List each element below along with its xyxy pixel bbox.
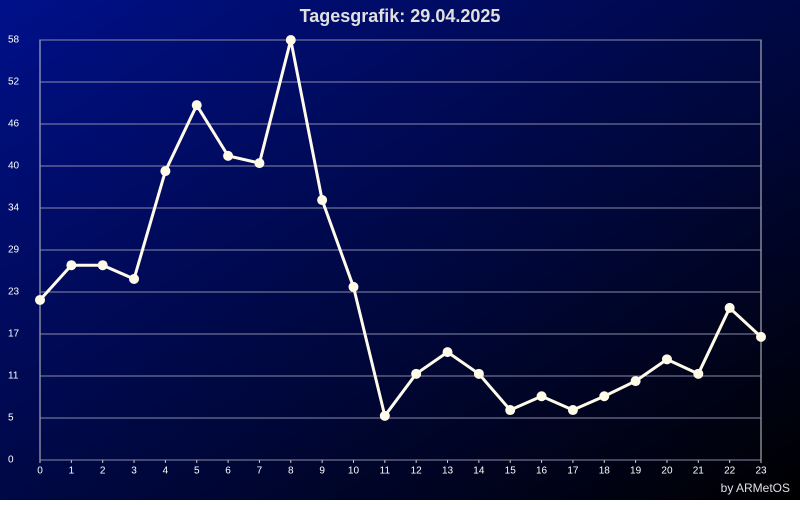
point [630,376,641,387]
x-tick-label: 19 [630,466,642,477]
y-tick-label: 11 [8,371,19,382]
point [223,150,234,161]
point [599,391,610,402]
x-tick-label: 15 [505,466,517,477]
point [317,195,328,206]
x-tick-label: 10 [348,466,360,477]
point [35,294,45,305]
point [567,405,578,416]
x-tick-label: 16 [536,466,548,477]
x-tick-label: 7 [257,466,263,477]
footer: by ARMetOS [721,481,790,495]
x-tick-label: 22 [724,466,736,477]
x-tick-label: 1 [69,466,75,477]
x-tick-label: 6 [225,466,231,477]
point [66,260,77,271]
y-tick-label: 0 [8,455,14,466]
y-tick-label: 29 [8,245,20,256]
point [661,354,672,365]
y-tick-label: 58 [8,35,20,46]
point [379,410,390,421]
y-tick-label: 5 [8,413,14,424]
point [442,347,453,358]
x-tick-label: 8 [288,466,294,477]
point [254,158,265,169]
x-tick-label: 14 [473,466,485,477]
point [348,281,359,292]
x-tick-label: 20 [661,466,673,477]
point [285,35,296,45]
point [724,302,735,313]
x-tick-label: 17 [567,466,579,477]
x-tick-label: 13 [442,466,454,477]
y-tick-label: 52 [8,77,20,88]
point [411,368,422,379]
y-tick-label: 23 [8,287,20,298]
point [97,260,108,271]
point [756,331,766,342]
x-tick-label: 23 [755,466,767,477]
y-tick-label: 46 [8,119,20,130]
line [38,38,763,418]
point [693,368,704,379]
chart-title: Tagesgrafik: 29.04.2025 [300,6,501,26]
y-tick-label: 17 [8,329,20,340]
x-tick-label: 3 [131,466,137,477]
point [129,273,140,284]
x-tick-label: 4 [163,466,169,477]
x-tick-label: 2 [100,466,106,477]
x-tick-label: 18 [599,466,611,477]
x-tick-label: 21 [693,466,705,477]
x-tick-label: 9 [319,466,325,477]
y-tick-label: 40 [8,161,20,172]
point [473,368,484,379]
x-tick-label: 11 [380,466,391,477]
x-tick-label: 5 [194,466,200,477]
point [191,100,202,111]
y-tick-label: 34 [8,203,20,214]
point [160,166,171,177]
x-tick-label: 12 [411,466,423,477]
point [536,391,547,402]
point [505,405,516,416]
x-tick-label: 0 [37,466,43,477]
